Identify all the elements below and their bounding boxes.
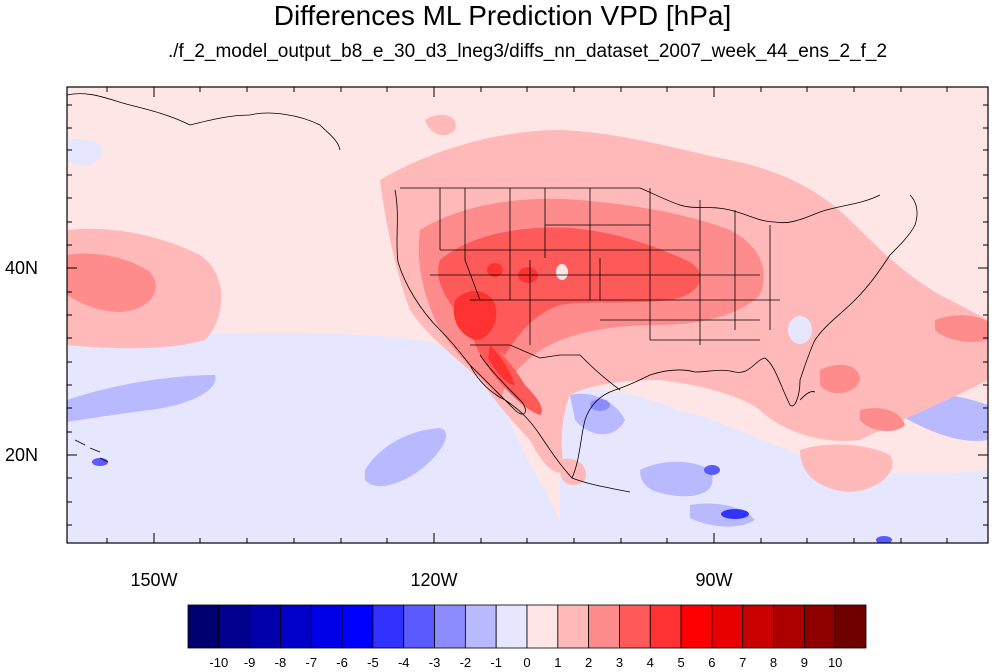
plot-subtitle: ./f_2_model_output_b8_e_30_d3_lneg3/diff… <box>167 41 888 62</box>
colorbar-swatch <box>742 604 774 649</box>
colorbar-swatch <box>495 604 528 649</box>
bahamas-coast <box>799 391 816 401</box>
field-pos-light-region <box>800 444 893 492</box>
colorbar-tick-label: 2 <box>585 655 593 670</box>
field-neg-mid-region <box>67 375 216 422</box>
field-low-spot <box>556 264 568 280</box>
map-outlines <box>67 93 918 493</box>
colorbar-swatch <box>310 604 343 649</box>
colorbar-swatch <box>218 604 251 649</box>
plot-title: Differences ML Prediction VPD [hPa] <box>273 0 732 31</box>
colorbar-swatch <box>403 604 435 649</box>
colorbar-swatch <box>372 604 405 649</box>
colorbar-swatch <box>557 604 590 649</box>
colorbar-tick-label: -9 <box>243 655 256 670</box>
colorbar-swatch <box>680 604 713 649</box>
lon-ticks <box>106 87 948 543</box>
field-neg-strong-spot <box>721 509 749 519</box>
field-neg-strong-spot <box>92 458 108 466</box>
colorbar-swatch <box>649 604 682 649</box>
colorbar-tick-label: -2 <box>459 655 472 670</box>
us-canada-border <box>400 187 881 224</box>
colorbar-tick-label: 7 <box>739 655 747 670</box>
colorbar-tick-label: -4 <box>397 655 410 670</box>
colorbar-tick-label: -7 <box>305 655 318 670</box>
colorbar-swatch <box>341 604 374 649</box>
colorbar-swatch <box>619 604 651 649</box>
alaska-coast <box>67 93 341 151</box>
colorbar-tick-label: 6 <box>708 655 716 670</box>
field-neg-light-region <box>560 388 988 543</box>
field-pos-mid-region <box>935 315 988 342</box>
field-neg-mid-region <box>365 428 447 487</box>
field-pos-mid-region <box>860 408 905 432</box>
colorbar-swatch <box>526 604 559 649</box>
colorbar-swatch <box>187 604 220 649</box>
colorbar-tick-label: -10 <box>209 655 229 670</box>
field-neg-strong-spot <box>704 465 720 475</box>
field-pos-hot-spot <box>487 263 503 277</box>
colorbar-tick-label: 5 <box>677 655 685 670</box>
us-mexico-border <box>470 344 621 391</box>
colorbar-swatch <box>588 604 620 649</box>
field-neg-mid-region <box>640 461 713 497</box>
colorbar-tick-label: 4 <box>646 655 654 670</box>
field-pos-light-region <box>560 458 586 486</box>
colorbar-tick-label: 3 <box>615 655 624 670</box>
colorbar <box>187 604 867 649</box>
lat-label-20n: 20N <box>4 445 38 465</box>
colorbar-tick-label: -5 <box>367 655 379 670</box>
colorbar-tick-label: 10 <box>827 655 843 670</box>
field-pos-strong-region <box>438 227 701 355</box>
colorbar-tick-label: -6 <box>336 655 348 670</box>
colorbar-tick-label: 0 <box>523 655 531 670</box>
colorbar-swatch <box>803 604 836 649</box>
colorbar-tick-label: -8 <box>274 655 287 670</box>
field-neg-light-region <box>67 138 103 166</box>
lon-label-150w: 150W <box>130 570 178 590</box>
colorbar-tick-label: 1 <box>554 655 562 670</box>
colorbar-swatch <box>773 604 805 649</box>
colorbar-tick-label: -1 <box>490 655 502 670</box>
state-borders <box>430 188 780 345</box>
lat-ticks <box>67 104 988 526</box>
map-field <box>67 87 988 543</box>
colorbar-swatch <box>434 604 466 649</box>
field-pos-mid-region <box>67 253 156 312</box>
hawaii-islands <box>74 439 109 463</box>
field-low-spot <box>788 316 812 344</box>
lon-label-120w: 120W <box>410 570 458 590</box>
colorbar-swatch <box>711 604 744 649</box>
colorbar-tick-label: -3 <box>428 655 441 670</box>
colorbar-tick-label: 8 <box>769 655 778 670</box>
field-pos-light-region <box>425 114 456 136</box>
lat-label-40n: 40N <box>4 258 38 278</box>
field-pos-hot-spot <box>488 345 515 385</box>
field-neg-strong-spot <box>876 536 892 543</box>
field-pos-hot-spot <box>453 290 497 340</box>
colorbar-swatch <box>280 604 312 649</box>
colorbar-swatch <box>834 604 867 649</box>
colorbar-tick-label: 9 <box>800 655 808 670</box>
field-pos-mid-region <box>820 364 860 394</box>
lon-label-90w: 90W <box>695 570 733 590</box>
colorbar-swatch <box>464 604 497 649</box>
colorbar-swatch <box>249 604 281 649</box>
